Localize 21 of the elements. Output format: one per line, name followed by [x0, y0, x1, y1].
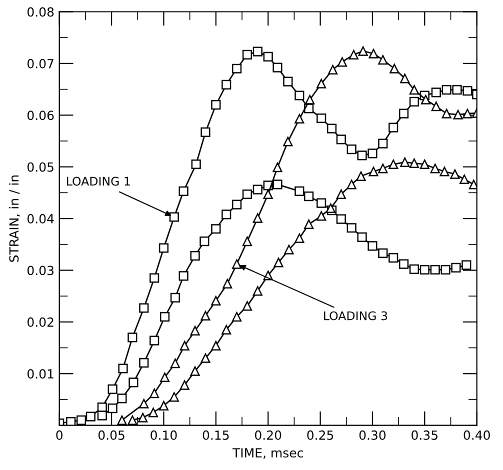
x-tick-label: 0.25	[307, 430, 334, 440]
x-tick-label: 0	[56, 430, 62, 440]
x-tick-label: 0.20	[255, 430, 282, 440]
y-tick-label: 0.01	[27, 369, 54, 379]
x-tick-label: 0.30	[359, 430, 386, 440]
y-tick-label: 0.02	[27, 317, 54, 327]
x-tick-label: 0.15	[202, 430, 229, 440]
annotation: LOADING 1	[66, 176, 130, 186]
x-tick-label: 0.35	[412, 430, 438, 440]
x-tick-label: 0.10	[150, 430, 177, 440]
x-tick-label: 0.40	[464, 430, 490, 440]
y-axis-title: STRAIN, in / in	[9, 175, 20, 262]
x-tick-label: 0.05	[98, 430, 124, 440]
x-axis-title: TIME, msec	[232, 448, 303, 459]
y-tick-label: 0.05	[27, 162, 54, 172]
annotation: LOADING 3	[324, 311, 388, 320]
y-tick-label: 0.08	[27, 7, 54, 17]
y-tick-label: 0.04	[27, 214, 54, 224]
y-tick-label: 0.06	[27, 110, 54, 120]
y-tick-label: 0.07	[27, 58, 54, 68]
y-tick-label: 0.03	[27, 266, 54, 276]
